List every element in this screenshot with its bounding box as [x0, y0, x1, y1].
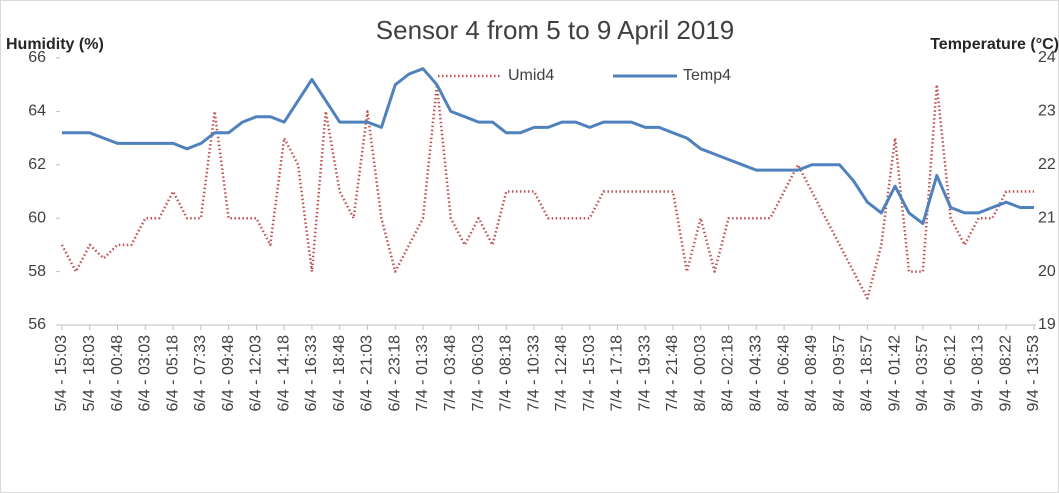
x-tick-label: 6/4 - 14:18 [275, 335, 292, 412]
y2-tick-label: 20 [1038, 263, 1056, 280]
y-tick-label: 62 [28, 156, 46, 173]
x-tick-label: 6/4 - 00:48 [109, 335, 126, 412]
x-tick-label: 9/4 - 03:57 [914, 335, 931, 412]
x-tick-label: 6/4 - 03:03 [137, 335, 154, 412]
series-line [60, 83, 1034, 300]
x-tick-label: 8/4 - 18:57 [859, 335, 876, 412]
x-tick-label: 8/4 - 02:18 [720, 335, 737, 412]
x-tick-label: 7/4 - 17:18 [609, 335, 626, 412]
x-tick-label: 7/4 - 15:03 [581, 335, 598, 412]
x-tick-label: 7/4 - 19:33 [636, 335, 653, 412]
series-line [62, 67, 1034, 225]
x-tick-label: 8/4 - 09:57 [831, 335, 848, 412]
x-tick-label: 7/4 - 10:33 [525, 335, 542, 412]
x-tick-label: 8/4 - 08:49 [803, 335, 820, 412]
x-tick-label: 7/4 - 12:48 [553, 335, 570, 412]
x-tick-label: 9/4 - 13:53 [1025, 335, 1042, 412]
y-tick-label: 56 [28, 316, 46, 333]
x-tick-label: 5/4 - 15:03 [53, 335, 70, 412]
x-tick-label: 9/4 - 08:13 [970, 335, 987, 412]
y2-tick-label: 24 [1038, 49, 1056, 66]
chart-title: Sensor 4 from 5 to 9 April 2019 [376, 15, 734, 45]
x-tick-label: 6/4 - 16:33 [303, 335, 320, 412]
x-tick-label: 6/4 - 09:48 [220, 335, 237, 412]
y-axis-label: Humidity (%) [6, 36, 104, 53]
x-tick-label: 5/4 - 18:03 [81, 335, 98, 412]
x-tick-label: 6/4 - 18:48 [331, 335, 348, 412]
x-tick-label: 6/4 - 07:33 [192, 335, 209, 412]
x-tick-label: 6/4 - 05:18 [164, 335, 181, 412]
x-tick-label: 7/4 - 03:48 [442, 335, 459, 412]
x-tick-label: 6/4 - 21:03 [359, 335, 376, 412]
x-tick-label: 6/4 - 12:03 [248, 335, 265, 412]
y2-tick-label: 22 [1038, 156, 1056, 173]
y2-tick-label: 21 [1038, 209, 1056, 226]
x-tick-label: 9/4 - 06:12 [942, 335, 959, 412]
x-tick-label: 7/4 - 01:33 [414, 335, 431, 412]
y2-tick-label: 23 [1038, 103, 1056, 120]
y-tick-label: 64 [28, 103, 46, 120]
y-tick-label: 60 [28, 209, 46, 226]
y-tick-label: 66 [28, 49, 46, 66]
y2-tick-label: 19 [1038, 316, 1056, 333]
y2-axis-label: Temperature (°C) [930, 36, 1059, 53]
x-tick-label: 8/4 - 06:48 [775, 335, 792, 412]
x-tick-label: 7/4 - 06:03 [470, 335, 487, 412]
x-tick-label: 8/4 - 00:03 [692, 335, 709, 412]
x-tick-label: 6/4 - 23:18 [386, 335, 403, 412]
x-tick-label: 9/4 - 08:22 [997, 335, 1014, 412]
x-tick-label: 7/4 - 21:48 [664, 335, 681, 412]
legend-label: Umid4 [508, 67, 554, 84]
legend-label: Temp4 [683, 67, 731, 84]
y-tick-label: 58 [28, 263, 46, 280]
x-tick-label: 7/4 - 08:18 [498, 335, 515, 412]
x-tick-label: 9/4 - 01:42 [886, 335, 903, 412]
x-tick-label: 8/4 - 04:33 [748, 335, 765, 412]
